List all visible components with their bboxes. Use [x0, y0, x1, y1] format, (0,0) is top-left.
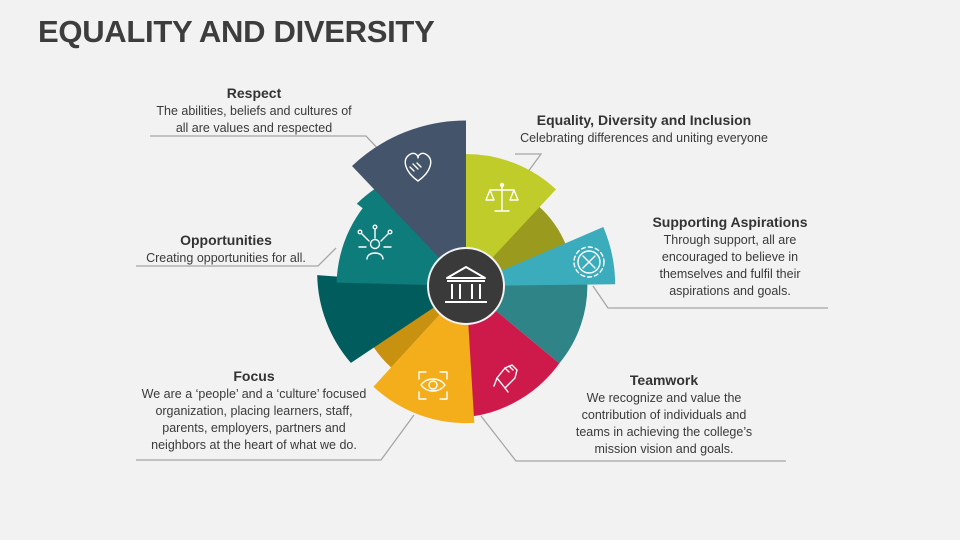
connector-focus	[136, 414, 415, 461]
respect-desc-line-2: all are values and respected	[175, 121, 333, 135]
focus-desc-line-3: parents, employers, partners and	[162, 421, 346, 435]
center-circle	[427, 247, 505, 325]
connector-opportunities	[136, 247, 337, 267]
teamwork-desc-line-3: teams in achieving the college’s	[575, 425, 753, 439]
institution-building-icon	[445, 266, 487, 303]
eye-focus-icon	[418, 371, 448, 400]
focus-heading: Focus	[233, 368, 275, 384]
connector-lines	[136, 135, 828, 462]
focus-block: Focus We are a ‘people’ and a ‘culture’ …	[134, 367, 374, 454]
handshake-heart-icon	[404, 152, 432, 182]
edi-desc-line-1: Celebrating differences and uniting ever…	[520, 131, 768, 145]
connector-respect	[150, 135, 382, 153]
focus-desc-line-4: neighbors at the heart of what we do.	[151, 438, 357, 452]
respect-desc-line-1: The abilities, beliefs and cultures of	[156, 104, 352, 118]
respect-block: Respect The abilities, beliefs and cultu…	[148, 84, 360, 137]
connector-aspirations	[592, 285, 828, 309]
opportunities-desc-line-1: Creating opportunities for all.	[146, 251, 306, 265]
teamwork-block: Teamwork We recognize and value the cont…	[562, 371, 766, 458]
aspirations-heading: Supporting Aspirations	[652, 214, 808, 230]
edi-block: Equality, Diversity and Inclusion Celebr…	[510, 111, 778, 147]
raised-fist-icon	[493, 364, 518, 393]
segment-teamwork	[466, 286, 560, 417]
segment-edi	[466, 153, 556, 286]
aspirations-desc-line-2: encouraged to believe in	[661, 250, 799, 264]
respect-heading: Respect	[226, 85, 282, 101]
connector-teamwork	[480, 415, 786, 462]
page-title: EQUALITY AND DIVERSITY	[38, 14, 435, 49]
person-network-icon	[357, 224, 393, 260]
segment-respect	[352, 120, 466, 286]
opportunities-heading: Opportunities	[180, 232, 272, 248]
aspirations-block: Supporting Aspirations Through support, …	[640, 213, 820, 300]
aspirations-desc-line-3: themselves and fulfil their	[659, 267, 801, 281]
edi-heading: Equality, Diversity and Inclusion	[536, 112, 752, 128]
focus-desc-line-1: We are a ‘people’ and a ‘culture’ focuse…	[141, 387, 367, 401]
aspirations-desc-line-4: aspirations and goals.	[669, 284, 791, 298]
segment-opportunities-ext	[336, 186, 466, 286]
opportunities-block: Opportunities Creating opportunities for…	[136, 231, 316, 267]
balance-scale-icon	[485, 182, 519, 212]
teamwork-desc-line-1: We recognize and value the	[586, 391, 742, 405]
aspirations-desc-line-1: Through support, all are	[663, 233, 797, 247]
focus-desc-line-2: organization, placing learners, staff,	[155, 404, 353, 418]
gear-tools-icon	[573, 246, 605, 278]
teamwork-desc-line-4: mission vision and goals.	[594, 442, 734, 456]
teamwork-heading: Teamwork	[629, 372, 699, 388]
center-hub	[427, 247, 505, 325]
teamwork-desc-line-2: contribution of individuals and	[581, 408, 747, 422]
